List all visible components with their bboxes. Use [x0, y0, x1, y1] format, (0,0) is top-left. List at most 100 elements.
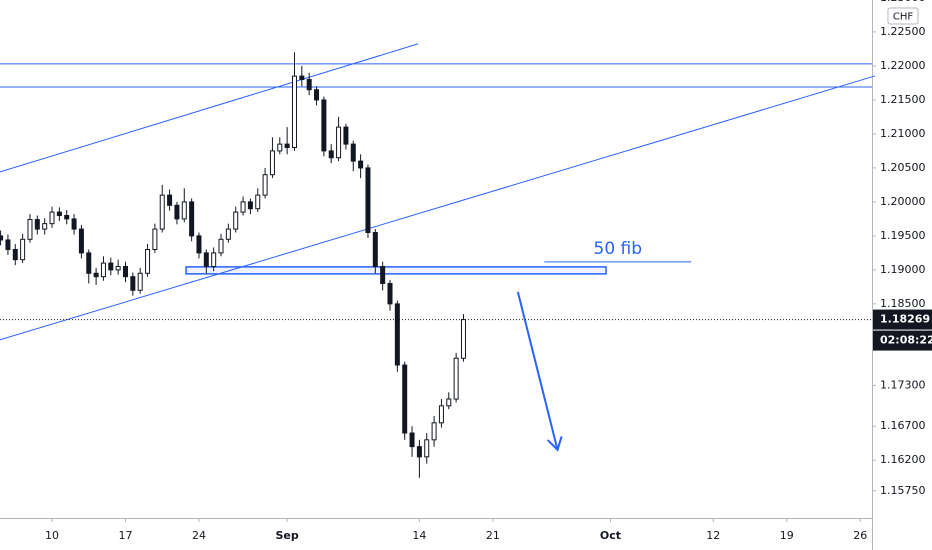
candle-body: [255, 194, 261, 210]
candle-body: [225, 228, 231, 240]
x-tick-label: 10: [45, 529, 59, 542]
candle-body: [336, 126, 342, 159]
candle-body: [100, 262, 106, 278]
y-tick-label: 1.22000: [880, 59, 926, 72]
candle-body: [115, 265, 121, 271]
candle-body: [306, 79, 312, 91]
candle-body: [49, 211, 55, 225]
y-tick-label: 1.20500: [880, 161, 926, 174]
candle-body: [42, 223, 48, 230]
candle-body: [93, 272, 99, 278]
candle-body: [453, 357, 459, 400]
last-price-label: 1.18269: [880, 313, 930, 326]
candle-body: [218, 238, 224, 254]
candle-body: [86, 252, 92, 274]
candle-body: [78, 228, 84, 254]
candle-body: [314, 89, 320, 101]
candle-body: [402, 364, 408, 434]
candle-body: [71, 218, 77, 230]
candle-body: [64, 214, 70, 220]
candle-body: [0, 235, 4, 241]
countdown-box: [873, 330, 932, 351]
candle-body: [446, 398, 452, 407]
candle-body: [394, 303, 400, 366]
candle-body: [328, 150, 334, 159]
candle-body: [343, 126, 349, 145]
x-tick-label: 17: [118, 529, 132, 542]
countdown-label: 02:08:22: [880, 334, 932, 347]
candle-body: [5, 239, 11, 250]
candle-body: [167, 194, 173, 206]
y-tick-label: 1.19000: [880, 263, 926, 276]
y-tick-label: 1.21000: [880, 127, 926, 140]
y-tick-label: 1.21500: [880, 93, 926, 106]
candle-body: [211, 252, 217, 267]
y-tick-label: 1.23000: [880, 0, 926, 4]
x-tick-label: 19: [780, 529, 794, 542]
candle-body: [122, 265, 128, 278]
currency-label: CHF: [893, 12, 914, 23]
candle-body: [431, 422, 437, 441]
x-tick-label: 12: [706, 529, 720, 542]
candle-body: [424, 439, 430, 458]
candle-body: [262, 174, 268, 196]
candle-body: [196, 235, 202, 254]
candle-body: [174, 204, 180, 220]
y-tick-label: 1.18500: [880, 297, 926, 310]
candle-body: [108, 262, 114, 271]
candle-body: [387, 282, 393, 305]
zone-box: [185, 266, 607, 275]
trend-line: [0, 75, 876, 341]
x-tick-label: 14: [412, 529, 426, 542]
y-tick-label: 1.16700: [880, 419, 926, 432]
x-tick-label: Sep: [276, 529, 299, 542]
trend-line: [0, 43, 419, 173]
candle-body: [240, 201, 246, 213]
y-tick-label: 1.20000: [880, 195, 926, 208]
candle-body: [159, 194, 165, 230]
candle-body: [460, 319, 466, 359]
candle-body: [409, 432, 415, 448]
x-tick-label: 24: [192, 529, 206, 542]
candle-body: [56, 211, 62, 216]
candle-body: [284, 143, 290, 149]
candle-body: [247, 201, 253, 210]
candle-body: [416, 446, 422, 458]
x-tick-label: 21: [486, 529, 500, 542]
x-tick-label: 26: [853, 529, 867, 542]
candle-body: [299, 75, 305, 81]
candle-body: [12, 248, 18, 261]
y-tick-label: 1.19500: [880, 229, 926, 242]
candle-body: [277, 143, 283, 152]
currency-box: [887, 7, 919, 25]
candle-body: [145, 248, 151, 274]
plot-area: 50 fib: [0, 43, 876, 478]
candle-body: [27, 219, 33, 240]
candle-body: [321, 99, 327, 152]
candle-body: [130, 276, 136, 291]
candle-body: [350, 143, 356, 162]
candle-body: [20, 238, 26, 261]
axes: 1.23000 1.22500 1.22000 1.21500 1.21000 1.205…: [45, 0, 932, 542]
candle-body: [358, 160, 364, 169]
arrow-shaft: [516, 291, 559, 451]
candle-body: [152, 228, 158, 250]
candle-body: [291, 75, 297, 149]
candle-body: [203, 252, 209, 267]
candle-body: [34, 219, 40, 230]
arrow-head: [546, 436, 563, 452]
candle-body: [380, 265, 386, 284]
candle-body: [189, 201, 195, 237]
last-price-box: [873, 309, 932, 330]
y-tick-label: 1.15750: [880, 484, 926, 497]
candle-body: [137, 272, 143, 291]
y-tick-label: 1.16200: [880, 453, 926, 466]
candle-body: [233, 211, 239, 230]
candle-body: [372, 231, 378, 267]
y-tick-label: 1.17300: [880, 378, 926, 391]
candle-body: [365, 167, 371, 233]
candle-body: [438, 405, 444, 424]
x-tick-label: Oct: [600, 529, 621, 542]
